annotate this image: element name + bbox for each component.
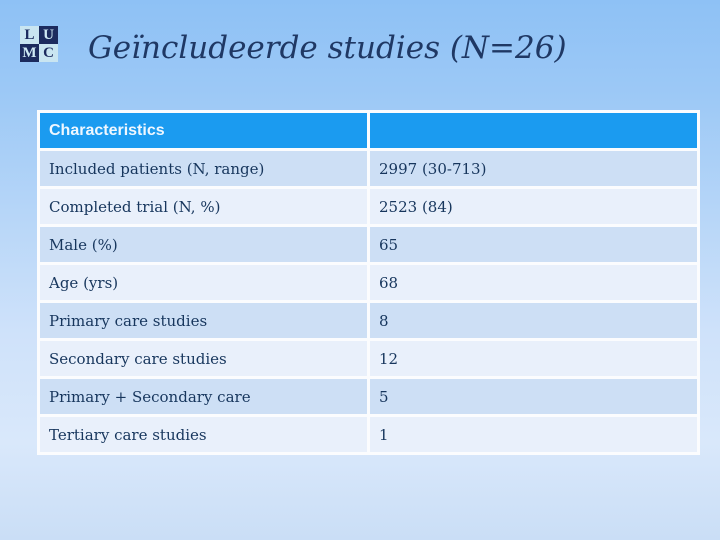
table-header-row: Characteristics bbox=[40, 113, 697, 148]
header-values-empty bbox=[370, 113, 697, 148]
row-label: Tertiary care studies bbox=[40, 417, 367, 452]
lumc-logo: L U M C bbox=[20, 26, 58, 62]
table-row: Male (%) 65 bbox=[40, 227, 697, 262]
logo-letter-l: L bbox=[20, 26, 39, 44]
logo-letter-c: C bbox=[39, 44, 58, 62]
row-value: 12 bbox=[370, 341, 697, 376]
row-value: 1 bbox=[370, 417, 697, 452]
logo-letter-m: M bbox=[20, 44, 39, 62]
table-row: Age (yrs) 68 bbox=[40, 265, 697, 300]
slide-title: Geïncludeerde studies (N=26) bbox=[88, 30, 567, 66]
row-label: Primary care studies bbox=[40, 303, 367, 338]
table-row: Completed trial (N, %) 2523 (84) bbox=[40, 189, 697, 224]
row-label: Secondary care studies bbox=[40, 341, 367, 376]
row-label: Completed trial (N, %) bbox=[40, 189, 367, 224]
row-label: Age (yrs) bbox=[40, 265, 367, 300]
row-label: Male (%) bbox=[40, 227, 367, 262]
row-value: 8 bbox=[370, 303, 697, 338]
row-label: Included patients (N, range) bbox=[40, 151, 367, 186]
table-row: Tertiary care studies 1 bbox=[40, 417, 697, 452]
row-value: 65 bbox=[370, 227, 697, 262]
table-row: Primary + Secondary care 5 bbox=[40, 379, 697, 414]
row-value: 5 bbox=[370, 379, 697, 414]
row-value: 68 bbox=[370, 265, 697, 300]
row-label: Primary + Secondary care bbox=[40, 379, 367, 414]
logo-letter-u: U bbox=[39, 26, 58, 44]
table-row: Primary care studies 8 bbox=[40, 303, 697, 338]
table-row: Secondary care studies 12 bbox=[40, 341, 697, 376]
row-value: 2523 (84) bbox=[370, 189, 697, 224]
table-row: Included patients (N, range) 2997 (30-71… bbox=[40, 151, 697, 186]
characteristics-table: Characteristics Included patients (N, ra… bbox=[37, 110, 700, 455]
header-characteristics: Characteristics bbox=[40, 113, 367, 148]
row-value: 2997 (30-713) bbox=[370, 151, 697, 186]
